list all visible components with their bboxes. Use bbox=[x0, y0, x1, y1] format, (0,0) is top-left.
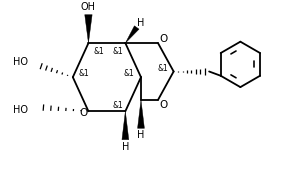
Text: O: O bbox=[79, 108, 88, 118]
Text: HO: HO bbox=[13, 105, 28, 115]
Polygon shape bbox=[138, 100, 144, 128]
Text: HO: HO bbox=[13, 57, 28, 67]
Text: &1: &1 bbox=[93, 47, 104, 56]
Text: O: O bbox=[159, 34, 167, 44]
Text: &1: &1 bbox=[78, 69, 89, 78]
Text: &1: &1 bbox=[112, 47, 123, 56]
Text: &1: &1 bbox=[124, 69, 135, 78]
Text: O: O bbox=[159, 100, 167, 110]
Text: H: H bbox=[122, 142, 129, 152]
Text: H: H bbox=[137, 130, 145, 140]
Text: H: H bbox=[137, 18, 145, 28]
Polygon shape bbox=[125, 26, 139, 43]
Text: &1: &1 bbox=[158, 64, 168, 73]
Polygon shape bbox=[85, 15, 92, 43]
Text: OH: OH bbox=[81, 2, 96, 12]
Polygon shape bbox=[122, 111, 129, 140]
Text: &1: &1 bbox=[112, 101, 123, 110]
